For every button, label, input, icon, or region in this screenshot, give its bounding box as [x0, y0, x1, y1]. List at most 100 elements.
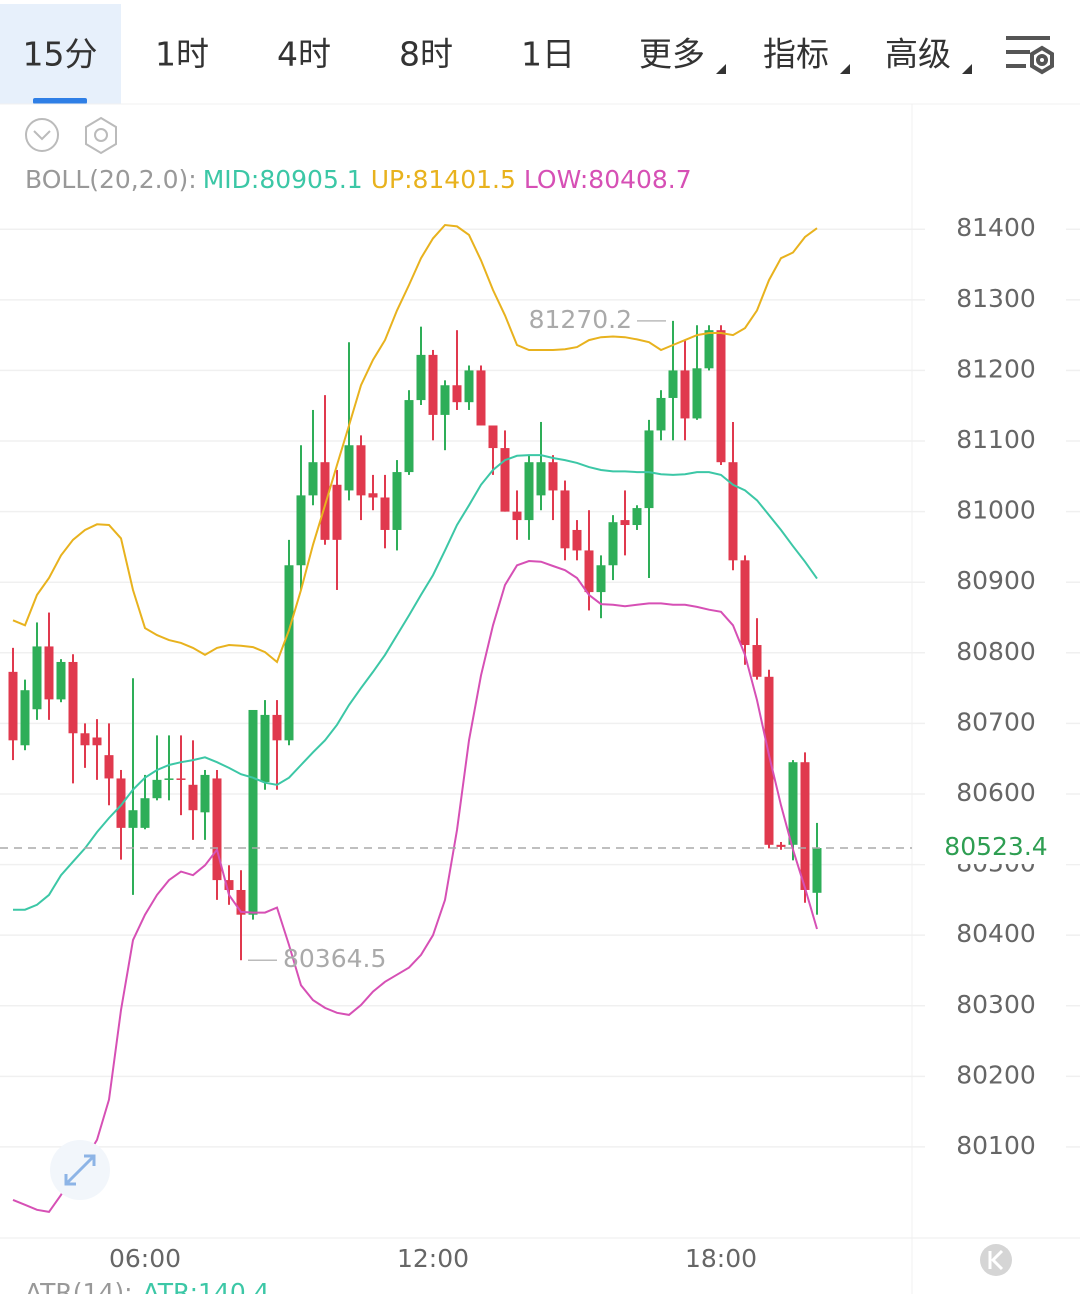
candle-body	[68, 661, 78, 734]
candle-body	[416, 354, 426, 401]
legend-entry: MID:80905.1	[203, 165, 363, 194]
candle-body	[524, 462, 534, 521]
last-price-label: 80523.4	[944, 832, 1047, 861]
candle-body	[740, 560, 750, 646]
candle-body	[248, 709, 258, 915]
candle-body	[752, 645, 762, 677]
candle-body	[776, 844, 786, 847]
candle-body	[728, 462, 738, 561]
tab-highlight	[0, 4, 121, 104]
candle-body	[272, 714, 282, 741]
candle-body	[188, 784, 198, 811]
candle-body	[56, 661, 66, 700]
candle-body	[584, 550, 594, 593]
candle-body	[80, 733, 90, 746]
candle-body	[92, 737, 102, 746]
tab[interactable]: 1日	[521, 35, 575, 74]
tab-bar	[0, 0, 1080, 104]
candle-body	[116, 778, 126, 828]
candle-body	[596, 565, 606, 593]
candle-body	[428, 354, 438, 415]
boll-line	[12, 223, 818, 664]
y-tick-label: 81300	[956, 284, 1036, 313]
footer-indicator-value: ATR:140.4	[143, 1278, 270, 1294]
candle-body	[476, 370, 486, 426]
y-tick-label: 80600	[956, 778, 1036, 807]
candle-body	[44, 646, 54, 700]
candle-body	[332, 484, 342, 540]
candle-body	[572, 529, 582, 551]
indicator-legend: BOLL(20,2.0): MID:80905.1 UP:81401.5 LOW:80…	[25, 165, 692, 194]
x-tick-label: 12:00	[397, 1244, 469, 1273]
candle-body	[140, 798, 150, 828]
candle-body	[176, 778, 186, 780]
candle-body	[380, 497, 390, 530]
candle-body	[536, 462, 546, 496]
candle-body	[200, 774, 210, 813]
tab[interactable]: 4时	[277, 35, 331, 74]
y-tick-label: 81400	[956, 213, 1036, 242]
candle-body	[128, 810, 138, 828]
y-tick-label: 80300	[956, 990, 1036, 1019]
dropdown-arrow	[716, 64, 726, 74]
y-tick-label: 81000	[956, 496, 1036, 525]
y-tick-label: 80700	[956, 707, 1036, 736]
candle-body	[296, 495, 306, 566]
candle-body	[404, 400, 414, 473]
footer-indicator-name: ATR(14):	[25, 1278, 133, 1294]
candle-body	[236, 889, 246, 915]
legend-entry: LOW:80408.7	[524, 165, 692, 194]
candle-body	[788, 762, 798, 845]
candle-body	[392, 472, 402, 530]
candle-body	[620, 520, 630, 526]
candle-body	[104, 755, 114, 779]
candle-body	[656, 397, 666, 431]
candle-body	[284, 565, 294, 741]
fullscreen-icon[interactable]	[50, 1140, 110, 1200]
tab[interactable]: 高级	[885, 35, 951, 74]
y-tick-label: 81200	[956, 354, 1036, 383]
y-tick-label: 81100	[956, 425, 1036, 454]
last-price-box	[920, 832, 1080, 865]
candle-body	[800, 762, 810, 890]
candle-body	[668, 370, 678, 398]
candle-body	[440, 385, 450, 415]
settings-icon[interactable]	[1006, 36, 1054, 75]
candle-body	[32, 646, 42, 710]
candle-body	[680, 370, 690, 419]
candle-body	[608, 522, 618, 566]
x-tick-label: 06:00	[109, 1244, 181, 1273]
candle-body	[764, 676, 774, 845]
boll-line	[13, 454, 818, 911]
y-tick-label: 80900	[956, 566, 1036, 595]
dropdown-arrow	[840, 64, 850, 74]
legend-entry: UP:81401.5	[371, 165, 516, 194]
candle-body	[164, 778, 174, 780]
candle-body	[548, 462, 558, 491]
x-tick-label: 18:00	[685, 1244, 757, 1273]
candle-body	[716, 330, 726, 463]
dropdown-arrow	[962, 64, 972, 74]
scroll-to-latest-icon[interactable]	[980, 1244, 1012, 1276]
tab[interactable]: 8时	[399, 35, 453, 74]
tab[interactable]: 1时	[155, 35, 209, 74]
legend-indicator: BOLL(20,2.0):	[25, 165, 197, 194]
tab[interactable]: 指标	[763, 35, 829, 74]
annotation-label: 81270.2	[529, 305, 632, 334]
candle-body	[368, 493, 378, 498]
candle-body	[812, 848, 822, 893]
tab[interactable]: 更多	[639, 35, 705, 74]
candle-body	[320, 462, 330, 540]
candle-body	[224, 880, 234, 890]
candle-body	[260, 714, 270, 782]
hide-icon[interactable]	[85, 116, 117, 155]
y-tick-label: 80800	[956, 637, 1036, 666]
footer-indicator: ATR(14): ATR:140.4	[25, 1278, 270, 1294]
candle-body	[644, 430, 654, 509]
tab[interactable]: 15分	[23, 35, 98, 74]
collapse-icon[interactable]	[25, 118, 59, 152]
candle-body	[8, 671, 18, 741]
candle-body	[560, 490, 570, 549]
